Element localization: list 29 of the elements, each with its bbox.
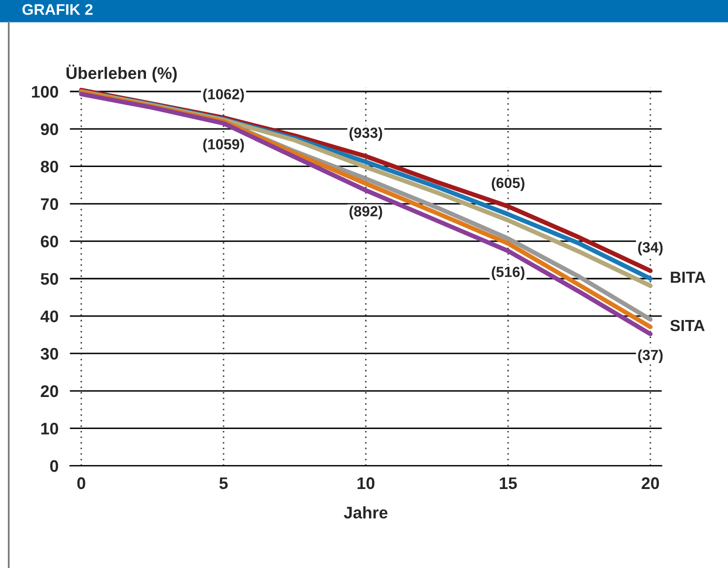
annotation: (516) [492,266,524,280]
x-tick-label: 20 [642,477,659,490]
annotation: (37) [638,349,663,364]
y-tick-label: 60 [40,236,58,248]
x-tick-label: 15 [500,477,517,490]
y-tick-label: 90 [40,123,58,136]
y-tick-label: 70 [40,198,58,210]
y-axis-title: Überleben (%) [66,64,177,82]
y-tick-label: 50 [40,273,58,285]
y-tick-label: 30 [40,348,58,360]
y-tick-label: 80 [40,160,58,173]
x-tick-label: 0 [77,477,86,490]
x-tick-label: 5 [219,477,228,490]
chart-title: GRAFIK 2 [22,4,93,15]
annotation: (605) [492,177,524,191]
y-tick-label: 100 [32,86,58,98]
y-tick-label: 0 [50,460,58,472]
annotation: (892) [350,206,382,220]
annotation: BITA [670,272,706,283]
annotation: (34) [638,242,663,256]
y-tick-label: 20 [40,385,58,398]
x-tick-label: 10 [358,477,374,490]
annotation: (1062) [203,88,244,102]
annotation: (933) [350,127,382,141]
x-axis-title: Jahre [344,506,388,519]
y-tick-label: 40 [40,310,58,322]
y-tick-label: 10 [41,422,58,435]
annotation: SITA [670,320,705,332]
annotation: (1059) [203,138,244,152]
